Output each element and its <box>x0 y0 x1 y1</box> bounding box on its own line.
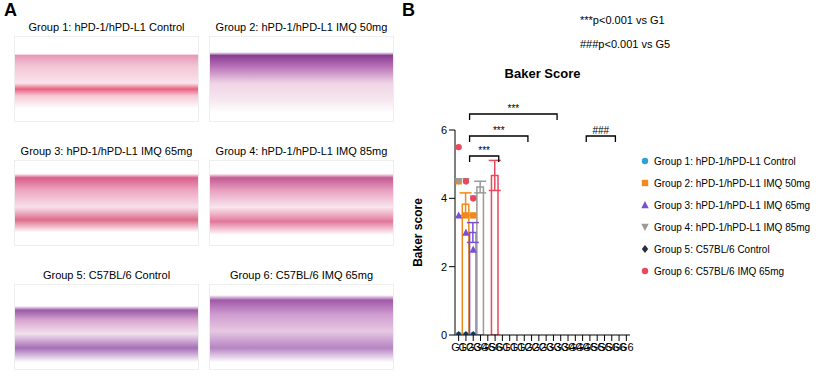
svg-text:***: *** <box>493 125 505 136</box>
html-text:Baker Score: Baker Score <box>504 66 581 81</box>
html-text:Group 5: C57BL/6 Control: Group 5: C57BL/6 Control <box>42 269 171 281</box>
html-text:Group 4: hPD-1/hPD-L1 IMQ 85mg: Group 4: hPD-1/hPD-L1 IMQ 85mg <box>654 221 811 233</box>
svg-text:G6: G6 <box>619 341 634 353</box>
html-text:***p<0.001 vs G1: ***p<0.001 vs G1 <box>580 14 665 26</box>
html-text:Group 3: hPD-1/hPD-L1 IMQ 65mg: Group 3: hPD-1/hPD-L1 IMQ 65mg <box>654 199 811 211</box>
svg-text:***: *** <box>478 145 490 156</box>
html-text:Group 3: hPD-1/hPD-L1 IMQ 65mg: Group 3: hPD-1/hPD-L1 IMQ 65mg <box>20 145 193 157</box>
svg-text:2: 2 <box>441 261 447 273</box>
html-text:###p<0.001 vs G5: ###p<0.001 vs G5 <box>580 38 671 50</box>
html-text:Group 5: C57BL/6 Control: Group 5: C57BL/6 Control <box>654 243 770 255</box>
html-text:Group 1: hPD-1/hPD-L1 Control: Group 1: hPD-1/hPD-L1 Control <box>654 155 796 167</box>
html-text:B: B <box>402 0 415 20</box>
html-text:Group 2: hPD-1/hPD-L1 IMQ 50mg: Group 2: hPD-1/hPD-L1 IMQ 50mg <box>215 21 388 33</box>
html-text:Group 2: hPD-1/hPD-L1 IMQ 50mg: Group 2: hPD-1/hPD-L1 IMQ 50mg <box>654 177 811 189</box>
html-text:Group 6: C57BL/6 IMQ 65mg: Group 6: C57BL/6 IMQ 65mg <box>654 265 785 277</box>
html-text:A: A <box>4 0 17 20</box>
svg-text:###: ### <box>592 125 609 136</box>
html-text:Group 6: C57BL/6 IMQ 65mg: Group 6: C57BL/6 IMQ 65mg <box>230 269 373 281</box>
svg-text:***: *** <box>507 103 519 114</box>
svg-text:0: 0 <box>441 329 447 341</box>
html-text:Group 1: hPD-1/hPD-L1 Control: Group 1: hPD-1/hPD-L1 Control <box>28 21 185 33</box>
svg-text:6: 6 <box>441 124 447 136</box>
html-text:Group 4: hPD-1/hPD-L1 IMQ 85mg: Group 4: hPD-1/hPD-L1 IMQ 85mg <box>215 145 388 157</box>
svg-text:4: 4 <box>441 192 447 204</box>
svg-text:Baker score: Baker score <box>411 198 425 267</box>
